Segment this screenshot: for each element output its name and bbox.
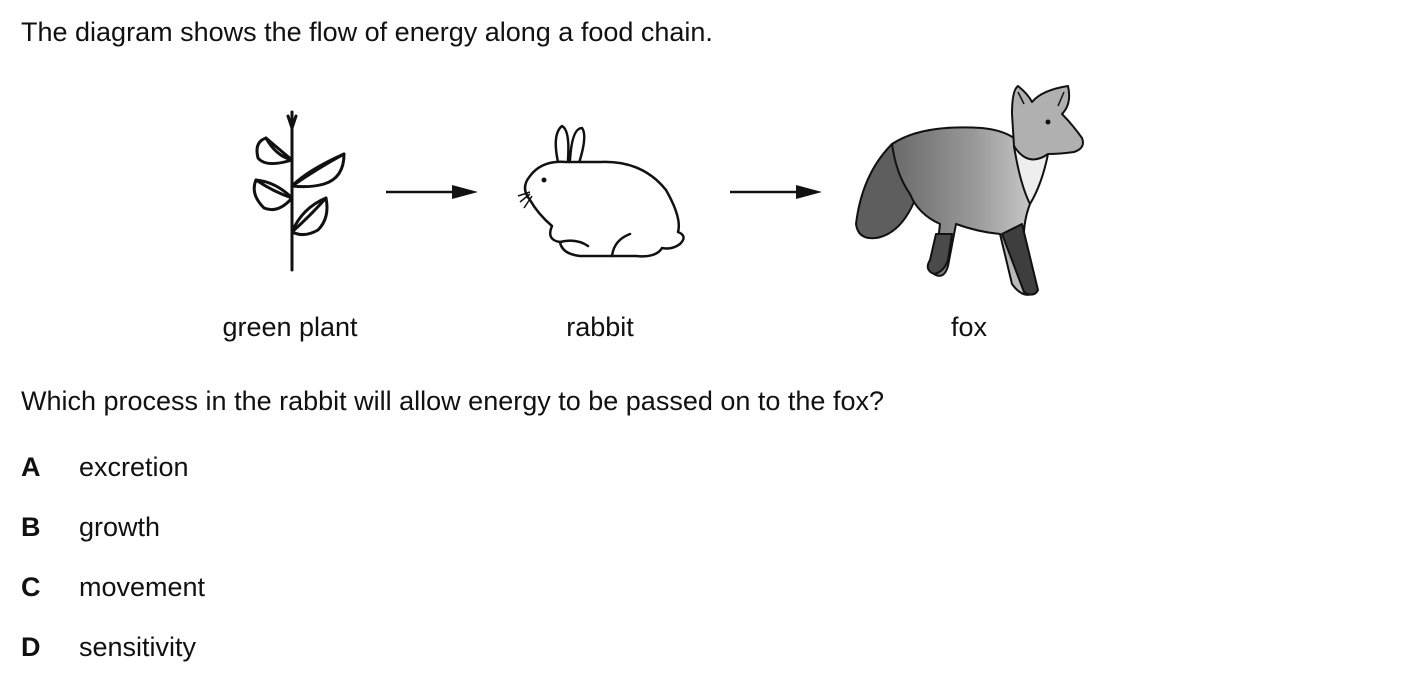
arrow-right-icon [730, 185, 822, 199]
rabbit-icon [517, 124, 685, 258]
intro-text: The diagram shows the flow of energy alo… [21, 17, 713, 47]
option-letter-a: A [21, 452, 41, 482]
option-letter-b: B [21, 512, 41, 542]
option-text-a: excretion [79, 452, 189, 482]
fox-icon [855, 85, 1084, 296]
caption-green-plant: green plant [222, 312, 358, 342]
plant-icon [252, 110, 346, 272]
option-text-c: movement [79, 572, 206, 602]
question-text: Which process in the rabbit will allow e… [21, 386, 884, 416]
option-letter-c: C [21, 572, 41, 602]
option-text-d: sensitivity [79, 632, 197, 662]
option-text-b: growth [79, 512, 161, 542]
option-letter-d: D [21, 632, 41, 662]
caption-fox: fox [950, 312, 988, 342]
arrow-right-icon [386, 185, 478, 199]
caption-rabbit: rabbit [566, 312, 634, 342]
